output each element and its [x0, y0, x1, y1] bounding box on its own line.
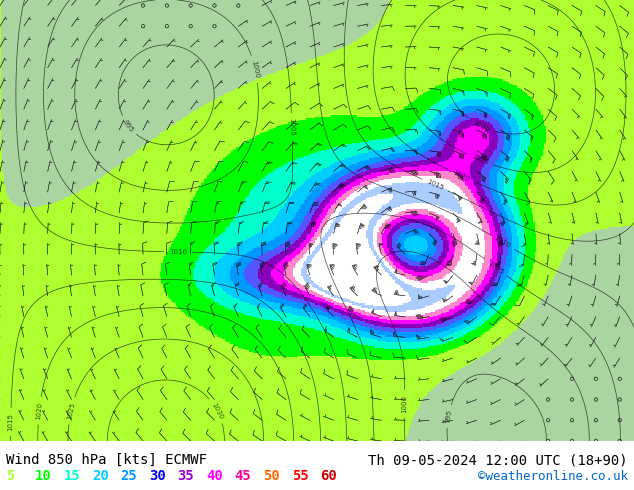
Text: Th 09-05-2024 12:00 UTC (18+90): Th 09-05-2024 12:00 UTC (18+90) [368, 453, 628, 467]
Text: 1000: 1000 [401, 394, 408, 413]
Text: 55: 55 [292, 468, 308, 483]
Text: 1030: 1030 [472, 119, 491, 132]
Text: 50: 50 [263, 468, 280, 483]
Text: 1010: 1010 [169, 249, 187, 255]
Text: 20: 20 [92, 468, 108, 483]
Text: 45: 45 [235, 468, 251, 483]
Text: 995: 995 [444, 409, 453, 423]
Text: 1025: 1025 [67, 401, 76, 420]
Text: 1020: 1020 [36, 401, 43, 420]
Text: 1015: 1015 [8, 413, 14, 431]
Text: 1025: 1025 [470, 154, 489, 166]
Text: 1005: 1005 [487, 260, 505, 275]
Text: 1010: 1010 [493, 235, 511, 249]
Text: 1005: 1005 [288, 118, 295, 136]
Text: 10: 10 [35, 468, 51, 483]
Text: 1000: 1000 [250, 60, 260, 78]
Text: 1030: 1030 [210, 401, 224, 420]
Text: 60: 60 [320, 468, 337, 483]
Text: 30: 30 [149, 468, 165, 483]
Text: 25: 25 [120, 468, 137, 483]
Text: 1015: 1015 [426, 179, 445, 192]
Text: ©weatheronline.co.uk: ©weatheronline.co.uk [477, 469, 628, 483]
Text: 35: 35 [178, 468, 194, 483]
Text: 15: 15 [63, 468, 80, 483]
Text: 1020: 1020 [451, 169, 470, 182]
Text: Wind 850 hPa [kts] ECMWF: Wind 850 hPa [kts] ECMWF [6, 453, 207, 467]
Text: 995: 995 [122, 119, 134, 133]
Text: 40: 40 [206, 468, 223, 483]
Text: 5: 5 [6, 468, 15, 483]
